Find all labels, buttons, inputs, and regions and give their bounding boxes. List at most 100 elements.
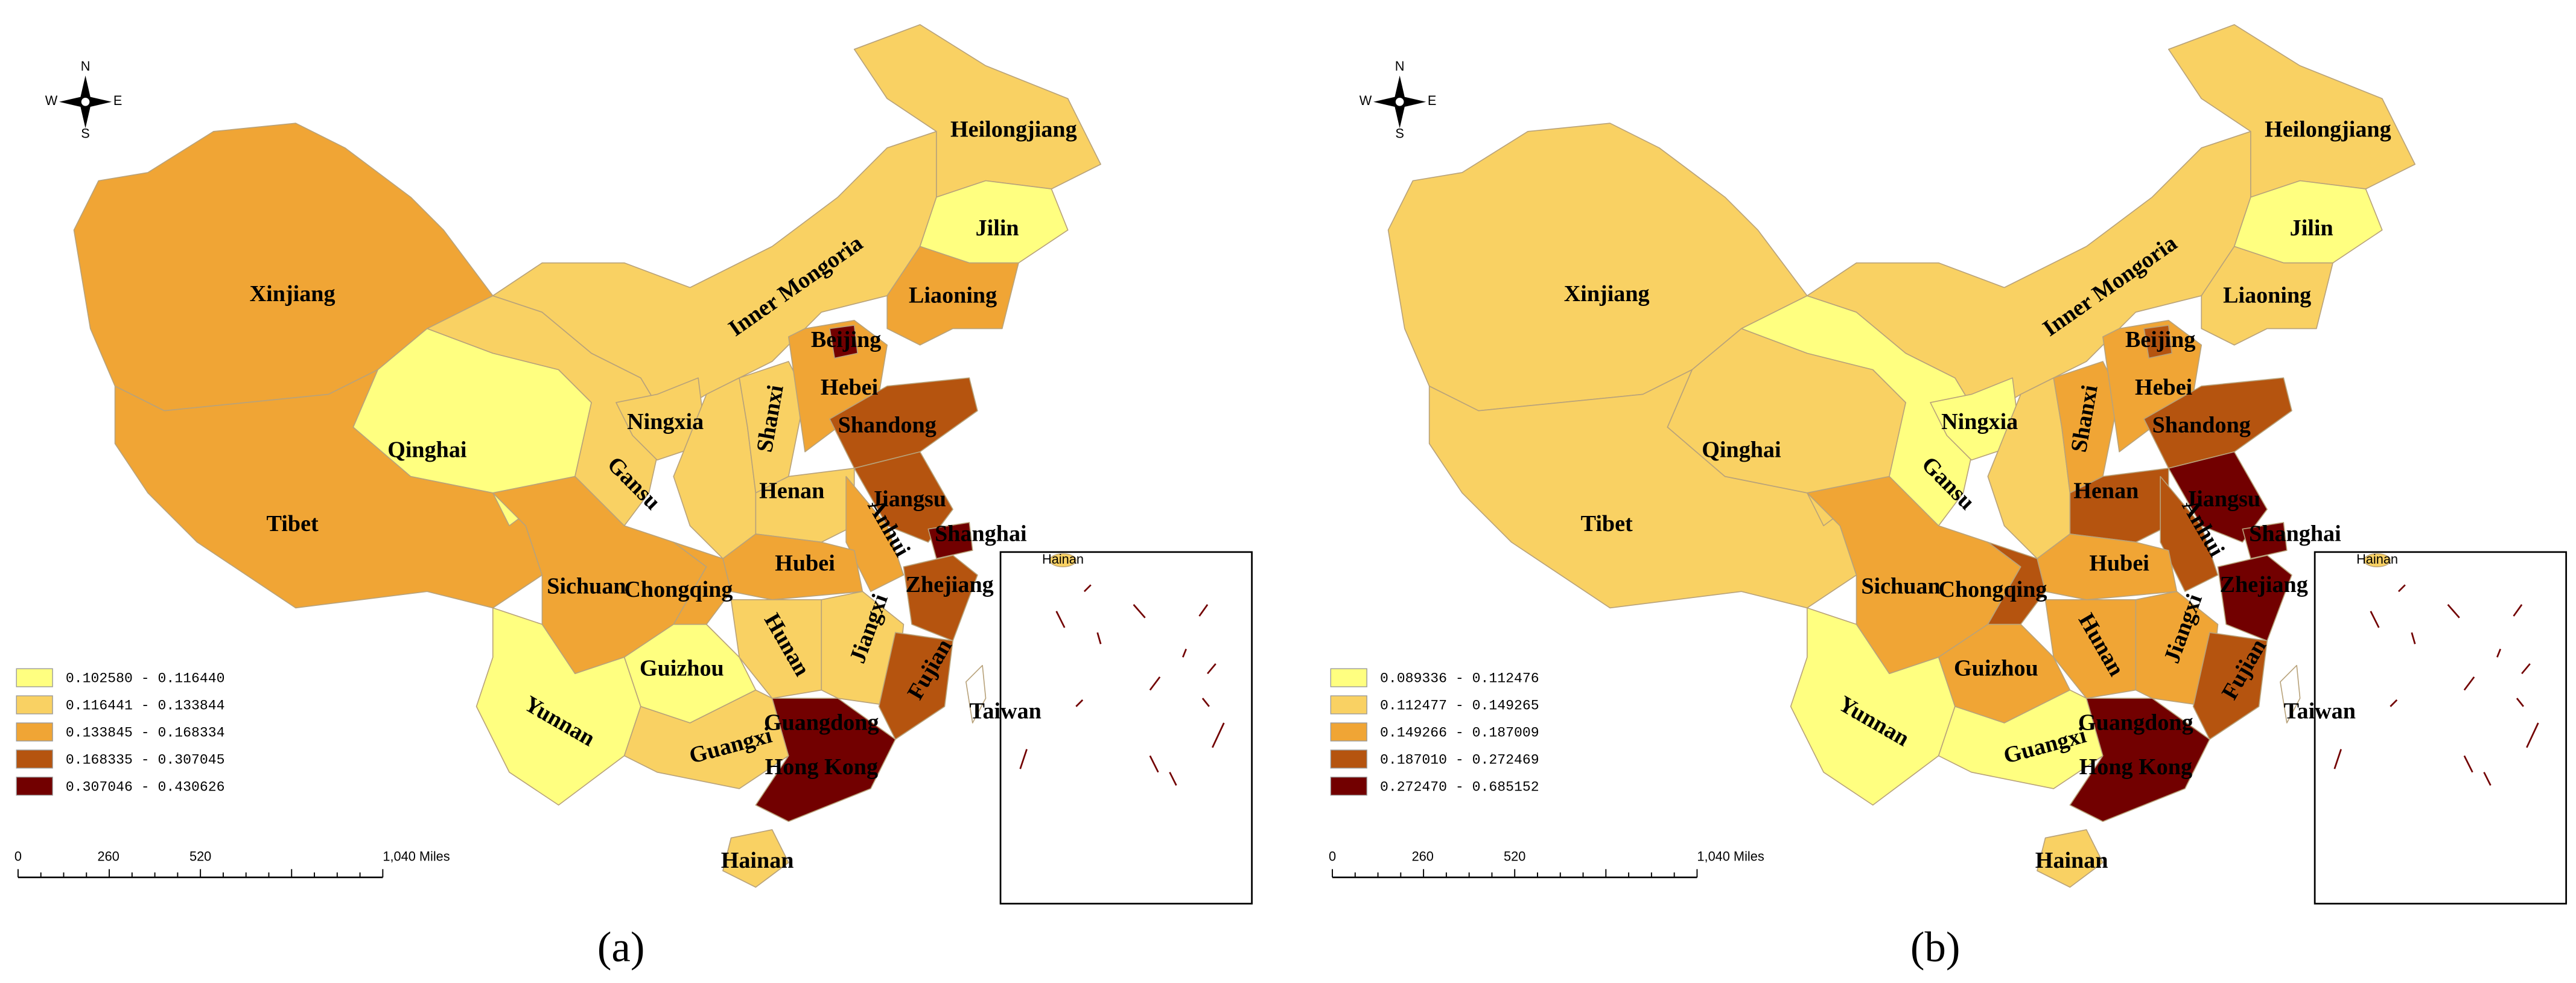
province-label: Guizhou	[640, 656, 724, 681]
legend-label: 0.307046 - 0.430626	[66, 779, 225, 795]
province-label: Jilin	[2290, 215, 2333, 241]
legend-label: 0.149266 - 0.187009	[1380, 725, 1539, 740]
island-dash	[1149, 755, 1159, 773]
province-label: Henan	[759, 479, 824, 504]
legend-swatch	[16, 722, 53, 742]
province-label: Jiangsu	[871, 486, 946, 512]
province-label: Shandong	[838, 413, 937, 438]
province	[2037, 533, 2178, 600]
island-dash	[1198, 604, 1209, 617]
island-dash	[1019, 749, 1028, 769]
island-dash	[1181, 648, 1187, 658]
island-dash	[1055, 611, 1066, 628]
legend-swatch	[16, 695, 53, 714]
island-dash	[2463, 676, 2475, 691]
island-dash	[1169, 772, 1177, 786]
province	[878, 632, 953, 740]
province	[755, 698, 896, 822]
province-label: Taiwan	[970, 698, 1042, 724]
province-label: Tibet	[1581, 511, 1633, 536]
compass-letter: S	[81, 126, 90, 141]
province-label: Heilongjiang	[950, 117, 1077, 142]
province-label: Shanghai	[2249, 521, 2341, 546]
province-label: Hong Kong	[765, 754, 878, 780]
province	[903, 555, 978, 641]
legend-label: 0.102580 - 0.116440	[66, 671, 225, 687]
province	[2044, 599, 2137, 699]
legend-swatch	[1330, 749, 1367, 769]
province	[2280, 664, 2301, 724]
legend-label: 0.272470 - 0.685152	[1380, 779, 1539, 795]
province-label: Shanghai	[935, 521, 1027, 546]
province-label: Zhejiang	[906, 572, 994, 597]
province-label: Hebei	[2135, 375, 2193, 400]
island-dash	[2496, 648, 2502, 658]
island-dash	[2526, 722, 2539, 748]
island-dash	[2397, 584, 2406, 593]
legend-label: 0.133845 - 0.168334	[66, 725, 225, 740]
province-label: Chongqing	[624, 577, 733, 602]
province-label: Beijing	[811, 327, 881, 352]
scale-label: 520	[189, 849, 211, 864]
inset-frame	[2314, 551, 2568, 905]
province-label: Hubei	[775, 550, 835, 576]
legend-label: 0.116441 - 0.133844	[66, 698, 225, 714]
compass-letter: W	[1360, 93, 1372, 108]
scale-label: 0	[1329, 849, 1336, 864]
province-label: Jilin	[976, 215, 1019, 241]
province	[845, 476, 905, 592]
inset-label: Hainan	[1042, 552, 1084, 567]
island-dash	[2521, 663, 2531, 675]
province	[965, 664, 987, 724]
island-dash	[1149, 676, 1161, 691]
legend-swatch	[1330, 777, 1367, 796]
province-label: Qinghai	[387, 437, 467, 462]
province	[2242, 522, 2288, 559]
province	[722, 533, 863, 600]
province	[829, 325, 859, 359]
province	[2201, 246, 2333, 346]
compass-center	[1394, 96, 1406, 108]
province-label: Hainan	[2035, 848, 2108, 873]
province-label: Zhejiang	[2220, 572, 2308, 597]
province-label: Beijing	[2125, 327, 2195, 352]
legend-label: 0.089336 - 0.112476	[1380, 671, 1539, 687]
province-label: Tibet	[267, 511, 319, 536]
province-label: Sichuan	[547, 573, 626, 599]
inset-label: Hainan	[2356, 552, 2398, 567]
compass-letter: E	[1428, 93, 1437, 108]
panel-label: (a)	[597, 924, 645, 971]
province-label: Hebei	[821, 375, 879, 400]
scale-label: 260	[1412, 849, 1434, 864]
scale-label: 260	[98, 849, 119, 864]
island-dash	[2463, 755, 2473, 773]
compass-letter: W	[45, 93, 58, 108]
province	[722, 829, 789, 888]
province	[853, 451, 953, 543]
scale-label: 520	[1504, 849, 1525, 864]
island-dash	[2483, 772, 2492, 786]
province	[730, 599, 822, 699]
island-dash	[2513, 604, 2523, 617]
province-label: Hong Kong	[2079, 754, 2192, 780]
province	[886, 246, 1019, 346]
scale-label: 1,040 Miles	[1697, 849, 1764, 864]
legend-swatch	[16, 777, 53, 796]
province	[2217, 555, 2292, 641]
legend-swatch	[1330, 668, 1367, 687]
province-label: Xinjiang	[250, 281, 336, 307]
province	[2167, 451, 2268, 543]
island-dash	[1096, 632, 1102, 644]
province-label: Guangdong	[764, 710, 879, 735]
compass-letter: N	[1395, 59, 1405, 74]
inset-island	[1049, 553, 1077, 568]
province-label: Guizhou	[1954, 656, 2038, 681]
province-label: Shandong	[2152, 413, 2251, 438]
legend-label: 0.112477 - 0.149265	[1380, 698, 1539, 714]
scale-label: 0	[14, 849, 22, 864]
province	[927, 522, 973, 559]
island-dash	[1207, 663, 1216, 675]
province-label: Hainan	[721, 848, 794, 873]
